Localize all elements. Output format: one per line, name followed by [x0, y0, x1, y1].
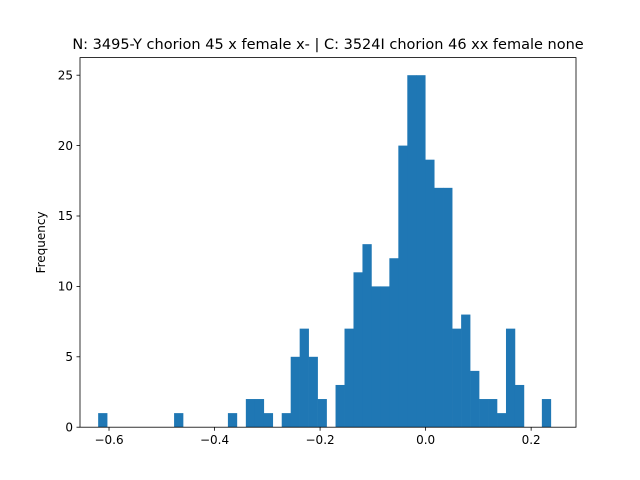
- histogram-bar: [389, 258, 399, 428]
- histogram-bar: [245, 399, 256, 428]
- histogram-bar: [461, 314, 471, 428]
- x-tick-label: 0.2: [522, 433, 541, 447]
- x-axis-ticks: −0.6 −0.4 −0.2 0.0 0.2: [94, 427, 541, 447]
- histogram-bar: [308, 356, 318, 428]
- y-tick-label: 25: [58, 68, 73, 82]
- x-tick-label: 0.0: [416, 433, 435, 447]
- y-axis-ticks: 0 5 10 15 20 25: [58, 68, 80, 434]
- histogram-bar: [479, 399, 489, 428]
- histogram-bar: [443, 187, 453, 428]
- histogram-bar: [407, 75, 417, 428]
- x-tick-label: −0.4: [200, 433, 229, 447]
- histogram-bar: [362, 244, 372, 428]
- x-tick-label: −0.6: [94, 433, 123, 447]
- histogram-bar: [174, 413, 184, 428]
- histogram-bar: [488, 399, 498, 428]
- y-tick-label: 20: [58, 139, 73, 153]
- y-axis-label: Frequency: [34, 211, 48, 273]
- y-tick-label: 10: [58, 280, 73, 294]
- histogram-bar: [263, 413, 274, 428]
- histogram-bar: [353, 272, 363, 428]
- histogram-bar: [344, 328, 354, 428]
- bars-group: [98, 75, 552, 428]
- histogram-bar: [371, 286, 381, 428]
- plot-frame: [79, 57, 577, 428]
- histogram-bar: [452, 328, 462, 428]
- histogram-bar: [425, 159, 435, 428]
- histogram-bar: [290, 356, 300, 428]
- y-tick-label: 0: [65, 420, 73, 434]
- histogram-bar: [380, 286, 390, 428]
- histogram-bar: [335, 384, 345, 428]
- y-tick-label: 15: [58, 209, 73, 223]
- histogram-bar: [497, 413, 507, 428]
- y-tick-label: 5: [65, 350, 73, 364]
- histogram-bar: [299, 328, 309, 428]
- histogram-bar: [254, 399, 265, 428]
- x-tick-label: −0.2: [306, 433, 335, 447]
- histogram-bar: [317, 399, 327, 428]
- histogram-bar: [434, 187, 444, 428]
- histogram-bar: [514, 384, 525, 428]
- histogram-bar: [505, 328, 516, 428]
- histogram-bar: [398, 145, 408, 428]
- chart-title: N: 3495-Y chorion 45 x female x- | C: 35…: [72, 37, 583, 53]
- histogram-bar: [541, 399, 552, 428]
- histogram-bar: [281, 413, 291, 428]
- histogram-bar: [227, 413, 238, 428]
- histogram-bar: [416, 75, 426, 428]
- histogram-bar: [98, 413, 108, 428]
- histogram-bar: [470, 370, 480, 428]
